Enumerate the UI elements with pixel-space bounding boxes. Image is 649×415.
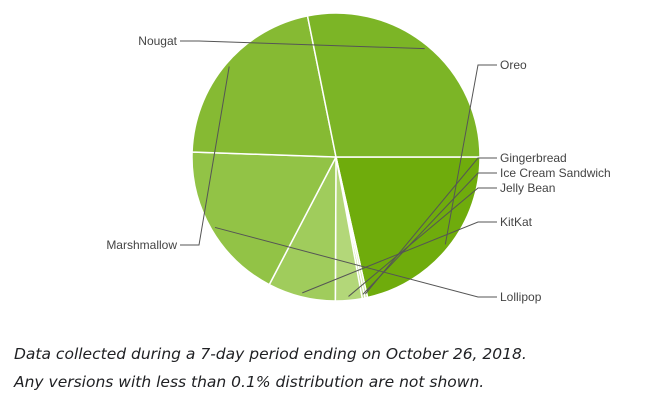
pie-slice-oreo bbox=[335, 156, 481, 299]
pie-slices bbox=[191, 12, 481, 302]
pie-slice-marshmallow bbox=[191, 14, 337, 158]
leader-line-marshmallow bbox=[180, 66, 230, 246]
leader-line-gingerbread bbox=[365, 157, 497, 295]
leader-line-jelly-bean bbox=[348, 187, 497, 297]
slice-label-lollipop: Lollipop bbox=[500, 290, 542, 304]
leader-line-kitkat bbox=[302, 221, 497, 294]
pie-slice-lollipop bbox=[191, 151, 338, 286]
leader-line-lollipop bbox=[214, 226, 497, 298]
leader-lines bbox=[180, 40, 497, 298]
caption-line-2: Any versions with less than 0.1% distrib… bbox=[14, 373, 485, 391]
slice-label-kitkat: KitKat bbox=[500, 215, 533, 229]
slice-label-oreo: Oreo bbox=[500, 58, 527, 72]
slice-label-marshmallow: Marshmallow bbox=[106, 238, 177, 252]
slice-label-gingerbread: Gingerbread bbox=[500, 151, 567, 165]
caption-line-1: Data collected during a 7-day period end… bbox=[14, 345, 527, 363]
slice-label-nougat: Nougat bbox=[138, 34, 177, 48]
pie-slice-nougat bbox=[306, 12, 481, 158]
leader-line-ice-cream-sandwich bbox=[362, 172, 497, 295]
slice-label-jelly-bean: Jelly Bean bbox=[500, 181, 555, 195]
slice-label-ice-cream-sandwich: Ice Cream Sandwich bbox=[500, 166, 611, 180]
leader-line-nougat bbox=[180, 40, 425, 50]
